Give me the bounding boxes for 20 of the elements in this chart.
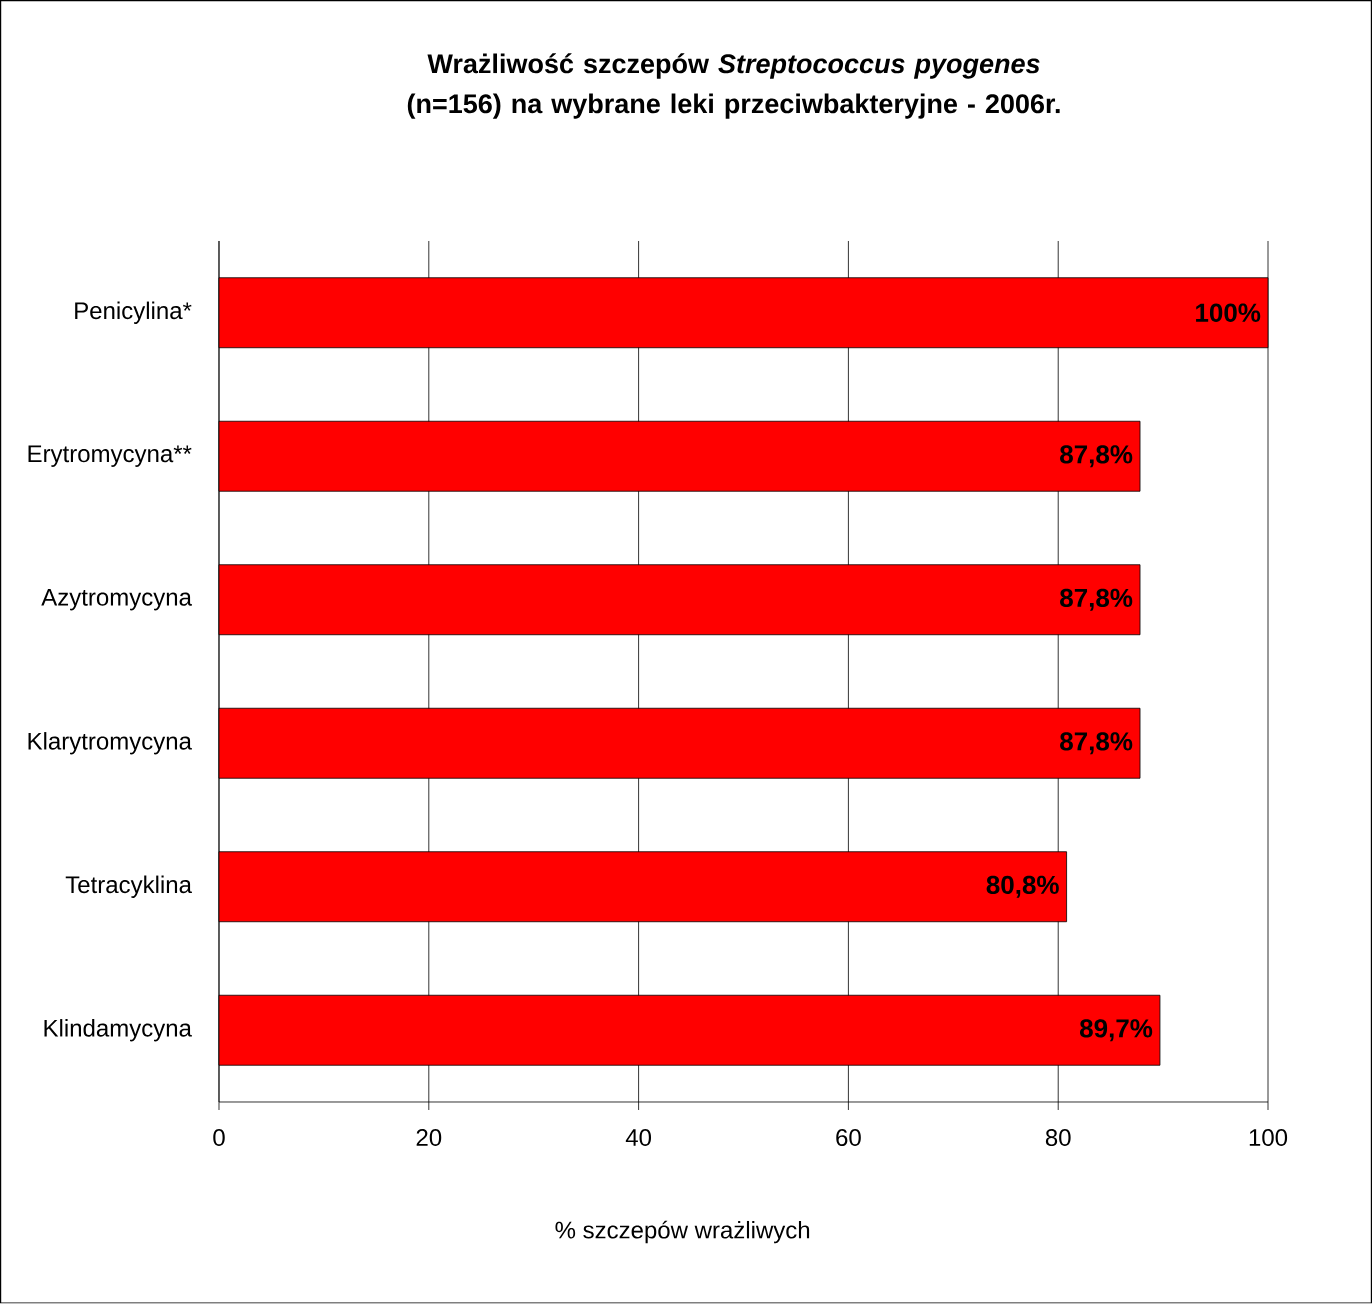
y-tick-label: Klarytromycyna [28,732,192,755]
x-tick-label: 20 [416,1129,442,1147]
x-axis-title: % szczepów wrażliwych [555,1220,810,1244]
y-tick-label: Klindamycyna [44,1019,192,1042]
chart-title: Wrażliwość szczepów Streptococcus pyogenes (n=156) na wybrane leki przeciwbakteryjne - 2006r. [407,53,1060,119]
x-tick-label: 40 [625,1129,652,1147]
data-label: 80,8% [986,875,1059,899]
data-label: 89,7% [1079,1019,1153,1042]
x-tick-label: 80 [1045,1129,1071,1147]
data-label: 87,8% [1060,445,1133,468]
data-label: 87,8% [1060,732,1133,755]
data-label: 100% [1196,303,1261,323]
x-tick-label: 60 [836,1129,861,1147]
y-tick-label: Penicylina* [75,301,192,325]
y-tick-label: Azytromycyna [41,589,192,611]
data-label: 87,8% [1060,588,1133,612]
y-tick-label: Tetracyklina [65,875,192,899]
x-tick-label: 0 [213,1129,225,1147]
x-tick-label: 100 [1249,1129,1288,1147]
y-tick-label: Erytromycyna** [28,445,192,468]
